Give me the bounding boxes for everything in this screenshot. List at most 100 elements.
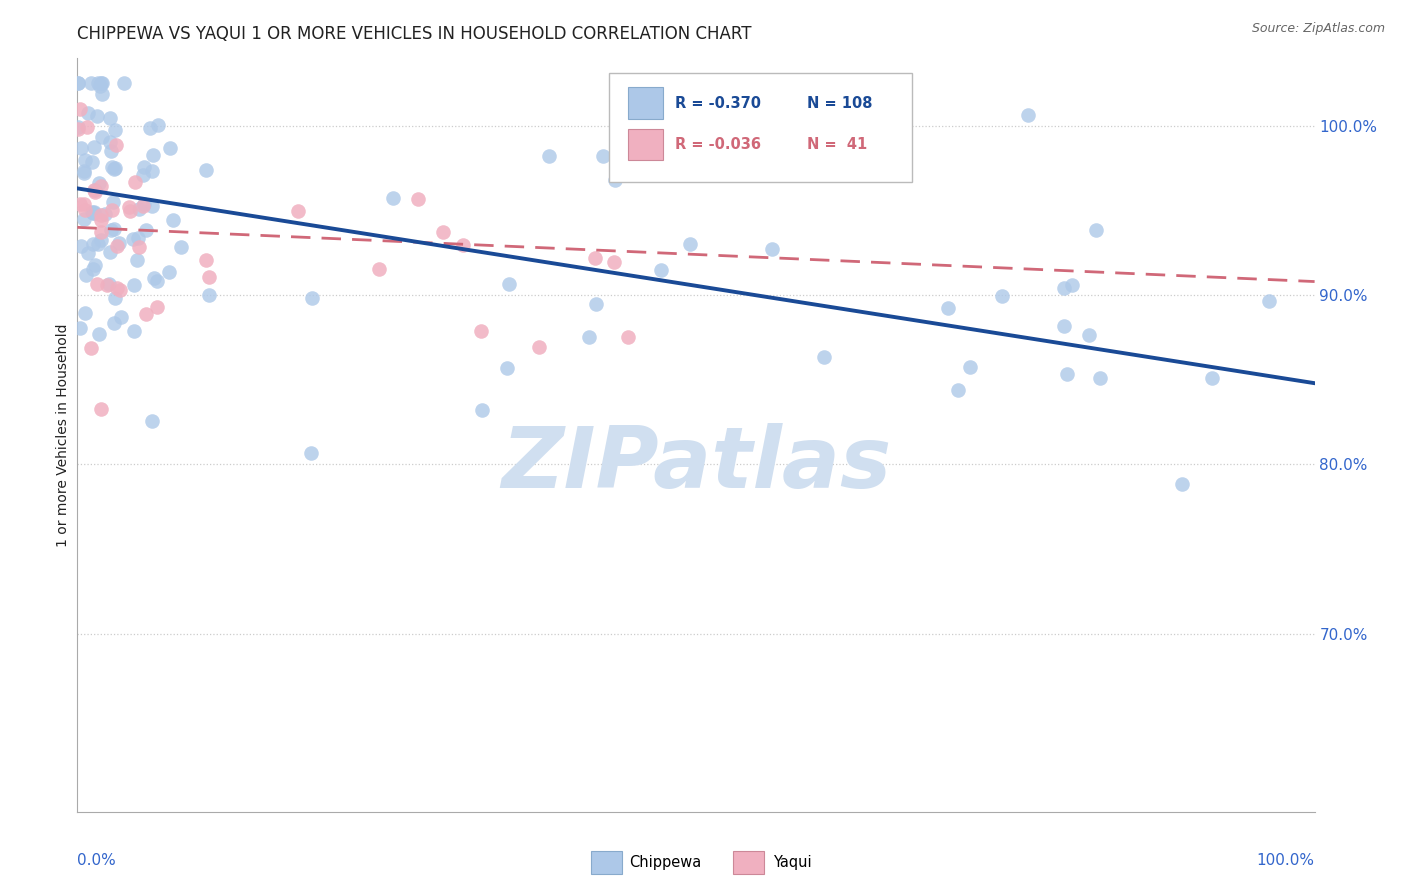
Point bbox=[301, 291, 323, 305]
Point bbox=[159, 141, 181, 155]
Point bbox=[1088, 371, 1111, 385]
Point bbox=[66, 120, 89, 135]
Point bbox=[122, 324, 145, 338]
Point bbox=[110, 310, 132, 324]
Point bbox=[105, 239, 128, 253]
Point bbox=[128, 240, 150, 254]
Point bbox=[139, 120, 162, 135]
Point bbox=[72, 212, 94, 227]
Point bbox=[110, 284, 132, 298]
Point bbox=[76, 120, 98, 134]
Point bbox=[69, 321, 91, 335]
Point bbox=[75, 268, 97, 283]
Point bbox=[813, 350, 835, 364]
Bar bbox=[733, 851, 763, 873]
Point bbox=[84, 258, 107, 272]
Point bbox=[170, 240, 193, 254]
Point bbox=[83, 183, 105, 197]
Point bbox=[125, 253, 148, 268]
Point bbox=[107, 235, 129, 250]
Point bbox=[1170, 476, 1192, 491]
Point bbox=[82, 155, 104, 169]
Point bbox=[69, 102, 91, 116]
Point bbox=[94, 207, 117, 221]
Point bbox=[122, 232, 145, 246]
Point bbox=[83, 204, 105, 219]
Point bbox=[90, 225, 112, 239]
Point bbox=[195, 162, 218, 177]
Point bbox=[83, 140, 105, 154]
Point bbox=[112, 76, 135, 90]
Point bbox=[104, 161, 127, 175]
Text: Chippewa: Chippewa bbox=[628, 855, 702, 870]
Point bbox=[66, 76, 89, 90]
Point bbox=[97, 277, 120, 292]
Point bbox=[90, 76, 112, 90]
Bar bbox=[591, 851, 621, 873]
Point bbox=[86, 277, 108, 292]
Point bbox=[1052, 281, 1074, 295]
Text: N =  41: N = 41 bbox=[807, 137, 868, 153]
Point bbox=[89, 78, 111, 93]
Point bbox=[84, 184, 107, 198]
Point bbox=[603, 255, 626, 269]
Point bbox=[89, 176, 111, 190]
Point bbox=[124, 277, 146, 292]
Text: Source: ZipAtlas.com: Source: ZipAtlas.com bbox=[1251, 22, 1385, 36]
Point bbox=[103, 162, 125, 177]
Point bbox=[131, 199, 153, 213]
Point bbox=[1257, 293, 1279, 308]
Point bbox=[100, 160, 122, 174]
Text: 100.0%: 100.0% bbox=[1257, 853, 1315, 868]
Point bbox=[991, 288, 1014, 302]
Point bbox=[408, 193, 430, 207]
Point bbox=[132, 197, 155, 211]
Point bbox=[69, 239, 91, 253]
Point bbox=[98, 135, 121, 149]
Point bbox=[96, 277, 118, 292]
Point bbox=[82, 236, 104, 251]
Point bbox=[471, 403, 494, 417]
Point bbox=[1017, 108, 1039, 122]
Point bbox=[1085, 223, 1108, 237]
Point bbox=[104, 291, 127, 305]
Point bbox=[451, 238, 474, 252]
Point bbox=[101, 195, 124, 210]
Point bbox=[100, 144, 122, 158]
Point bbox=[82, 204, 104, 219]
Point bbox=[135, 307, 157, 321]
Point bbox=[498, 277, 520, 291]
Point bbox=[75, 306, 97, 320]
Point bbox=[73, 166, 96, 180]
Y-axis label: 1 or more Vehicles in Household: 1 or more Vehicles in Household bbox=[56, 323, 70, 547]
Point bbox=[585, 297, 607, 311]
Point bbox=[90, 76, 112, 90]
Point bbox=[583, 251, 606, 265]
Point bbox=[616, 330, 638, 344]
Point bbox=[90, 401, 112, 416]
Text: CHIPPEWA VS YAQUI 1 OR MORE VEHICLES IN HOUSEHOLD CORRELATION CHART: CHIPPEWA VS YAQUI 1 OR MORE VEHICLES IN … bbox=[77, 25, 752, 43]
Point bbox=[141, 414, 163, 428]
Point bbox=[90, 233, 112, 247]
Point bbox=[91, 87, 114, 101]
Point bbox=[959, 359, 981, 374]
Point bbox=[100, 111, 122, 125]
Point bbox=[135, 223, 157, 237]
Point bbox=[66, 122, 89, 136]
Point bbox=[145, 274, 167, 288]
Point bbox=[197, 269, 219, 284]
Point bbox=[496, 361, 519, 376]
Point bbox=[470, 324, 492, 338]
Point bbox=[148, 118, 170, 132]
Point bbox=[1060, 278, 1083, 293]
Point bbox=[132, 168, 155, 182]
Point bbox=[142, 147, 165, 161]
Point bbox=[80, 341, 103, 355]
Point bbox=[73, 197, 96, 211]
Point bbox=[141, 199, 163, 213]
Point bbox=[90, 208, 112, 222]
Point bbox=[529, 340, 551, 354]
Point bbox=[142, 271, 165, 285]
Point bbox=[75, 153, 97, 168]
Point bbox=[118, 200, 141, 214]
